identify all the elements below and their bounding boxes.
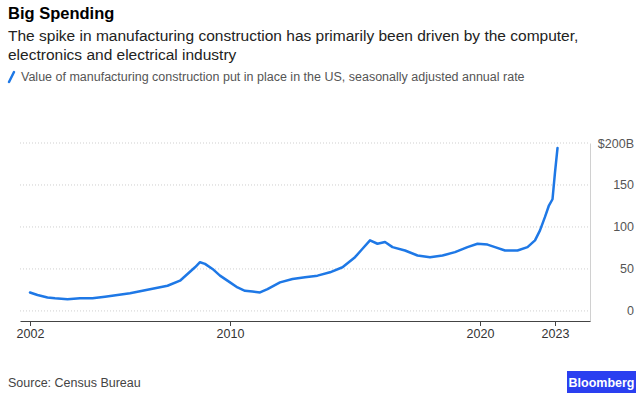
x-tick-label: 2002 xyxy=(17,327,45,341)
grid-line xyxy=(20,268,590,269)
grid-line xyxy=(20,143,590,144)
logo: Bloomberg xyxy=(567,371,636,393)
subtitle: The spike in manufacturing construction … xyxy=(8,27,578,63)
logo-box xyxy=(567,371,636,393)
series-line xyxy=(30,148,558,299)
y-tick: 100 xyxy=(590,220,634,234)
subtitle-line: The spike in manufacturing construction … xyxy=(8,27,578,44)
y-tick-label: 150 xyxy=(613,178,634,192)
subtitle-line: electronics and electrical industry xyxy=(8,46,237,63)
y-tick-label: 0 xyxy=(627,304,634,318)
x-tick: 2020 xyxy=(467,321,495,341)
y-tick: $200B xyxy=(590,137,634,151)
source: Source: Census Bureau xyxy=(8,376,141,390)
grid-line xyxy=(20,184,590,185)
grid-line xyxy=(20,310,590,311)
x-tick-mark xyxy=(555,321,556,326)
grid-line xyxy=(20,226,590,227)
x-tick: 2010 xyxy=(217,321,245,341)
y-tick-label: $200B xyxy=(598,137,634,151)
x-tick: 2023 xyxy=(542,321,570,341)
y-tick: 50 xyxy=(590,262,634,276)
x-tick-mark xyxy=(230,321,231,326)
x-tick: 2002 xyxy=(17,321,45,341)
grid xyxy=(20,143,590,311)
y-tick: 0 xyxy=(590,304,634,318)
y-axis-line xyxy=(590,144,591,322)
chart: Big Spending The spike in manufacturing c… xyxy=(0,0,640,402)
x-axis-line xyxy=(21,321,591,322)
x-tick-label: 2020 xyxy=(467,327,495,341)
x-tick-label: 2023 xyxy=(542,327,570,341)
y-tick-label: 50 xyxy=(620,262,634,276)
logo-text: Bloomberg xyxy=(569,376,635,390)
y-tick-label: 100 xyxy=(613,220,634,234)
plot-area xyxy=(30,148,558,299)
x-tick-label: 2010 xyxy=(217,327,245,341)
x-axis: 2002 2010 2020 2023 xyxy=(17,321,591,341)
y-axis: $200B 150 100 50 0 xyxy=(590,137,634,322)
y-tick: 150 xyxy=(590,178,634,192)
legend: Value of manufacturing construction put … xyxy=(9,70,525,84)
x-tick-mark xyxy=(480,321,481,326)
x-tick-mark xyxy=(30,321,31,326)
legend-swatch xyxy=(9,72,14,82)
legend-label: Value of manufacturing construction put … xyxy=(21,70,525,84)
title: Big Spending xyxy=(8,4,114,22)
